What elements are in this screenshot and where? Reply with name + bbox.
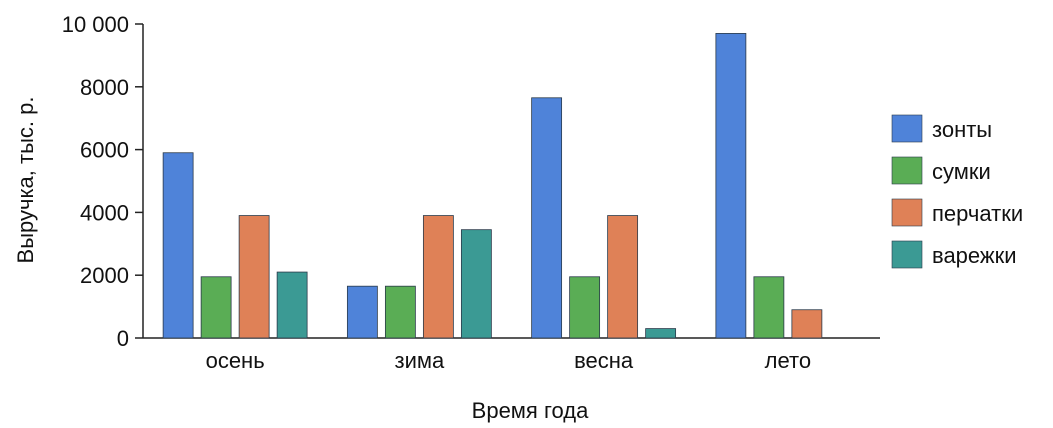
bar-зонты-лето [715, 33, 747, 339]
bar-варежки-зима [460, 229, 492, 339]
x-axis: осень зима весна лето [143, 337, 880, 373]
bar-перчатки-весна [607, 215, 639, 339]
bar-перчатки-лето [791, 309, 823, 339]
x-tick-label: лето [765, 348, 811, 373]
y-tick-label: 6000 [80, 138, 129, 163]
bar-зонты-весна [531, 97, 563, 339]
bar-сумки-зима [384, 285, 416, 339]
x-tick-label: весна [574, 348, 634, 373]
y-tick-label: 0 [117, 326, 129, 351]
legend-swatch-сумки [891, 156, 923, 185]
legend-swatch-варежки [891, 240, 923, 269]
legend-swatch-перчатки [891, 198, 923, 227]
y-tick-label: 8000 [80, 75, 129, 100]
bar-сумки-весна [569, 276, 601, 339]
y-tick-label: 2000 [80, 263, 129, 288]
bar-перчатки-осень [238, 215, 270, 339]
x-tick-label: осень [206, 348, 265, 373]
legend-label: сумки [932, 159, 991, 184]
bar-сумки-осень [200, 276, 232, 339]
bar-зонты-осень [162, 152, 194, 339]
bars [162, 33, 823, 339]
bar-зонты-зима [346, 285, 378, 339]
legend-swatch-зонты [891, 114, 923, 143]
y-axis-title: Выручка, тыс. р. [13, 97, 38, 264]
y-tick-label: 4000 [80, 200, 129, 225]
y-axis: 0 2000 4000 6000 8000 10 000 [62, 12, 144, 351]
legend: зонты сумки перчатки варежки [891, 114, 1023, 269]
bar-сумки-лето [753, 276, 785, 339]
legend-label: варежки [932, 243, 1017, 268]
legend-label: зонты [932, 117, 992, 142]
legend-label: перчатки [932, 201, 1023, 226]
bar-варежки-осень [276, 271, 308, 339]
bar-варежки-весна [645, 328, 677, 339]
x-tick-label: зима [395, 348, 446, 373]
bar-перчатки-зима [422, 215, 454, 339]
y-tick-label: 10 000 [62, 12, 129, 37]
x-axis-title: Время года [472, 398, 589, 423]
